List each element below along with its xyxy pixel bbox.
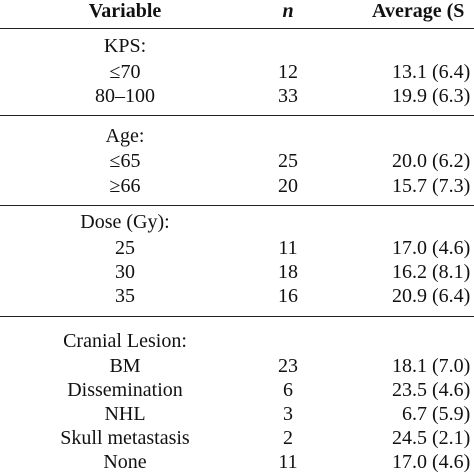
header-variable: Variable	[88, 0, 162, 22]
table-row-n: 11	[278, 237, 298, 259]
table-row-variable: 30	[115, 261, 135, 283]
table-row-n: 2	[283, 427, 293, 449]
table-row-variable: 25	[115, 237, 135, 259]
table-row-average: 6.7 (5.9)	[402, 403, 471, 425]
table-row-average: 17.0 (4.6)	[392, 237, 471, 259]
table-row-variable: 35	[115, 285, 135, 307]
table-row-average: 17.0 (4.6)	[392, 451, 471, 473]
table-row-n: 23	[278, 355, 298, 377]
group-rule	[0, 115, 474, 116]
group-rule	[0, 205, 474, 206]
table-row-variable: 80–100	[95, 85, 155, 107]
table-row-variable: None	[103, 451, 147, 473]
table-row-n: 33	[278, 85, 298, 107]
table-row-n: 20	[278, 175, 298, 197]
table-row-variable: NHL	[104, 403, 146, 425]
header-n: n	[282, 0, 294, 22]
group-rule	[0, 316, 474, 317]
table-row-variable: Dissemination	[67, 379, 183, 401]
table-row-variable: ≥66	[109, 175, 141, 197]
table-row-average: 15.7 (7.3)	[392, 175, 471, 197]
table-row-variable: Skull metastasis	[60, 427, 190, 449]
group-label-age: Age:	[105, 125, 145, 147]
group-label-kps: KPS:	[103, 35, 147, 57]
table-row-n: 6	[283, 379, 293, 401]
table-row-n: 12	[278, 61, 298, 83]
table-row-n: 16	[278, 285, 298, 307]
table-row-variable: BM	[109, 355, 141, 377]
table-row-average: 19.9 (6.3)	[392, 85, 471, 107]
table-row-average: 20.9 (6.4)	[392, 285, 471, 307]
table-row-average: 13.1 (6.4)	[392, 61, 471, 83]
table-row-average: 18.1 (7.0)	[392, 355, 471, 377]
header-rule	[0, 28, 474, 29]
table-row-n: 25	[278, 150, 298, 172]
table-row-average: 23.5 (4.6)	[392, 379, 471, 401]
table-row-average: 20.0 (6.2)	[392, 150, 471, 172]
table-row-n: 18	[278, 261, 298, 283]
table-row-variable: ≤70	[109, 61, 141, 83]
group-label-dose: Dose (Gy):	[80, 211, 170, 233]
table-row-average: 24.5 (2.1)	[392, 427, 471, 449]
table-row-n: 11	[278, 451, 298, 473]
header-average: Average (S	[372, 0, 465, 22]
table-row-n: 3	[283, 403, 293, 425]
table-row-variable: ≤65	[109, 150, 141, 172]
group-label-cranial-lesion: Cranial Lesion:	[63, 330, 187, 352]
table-row-average: 16.2 (8.1)	[392, 261, 471, 283]
